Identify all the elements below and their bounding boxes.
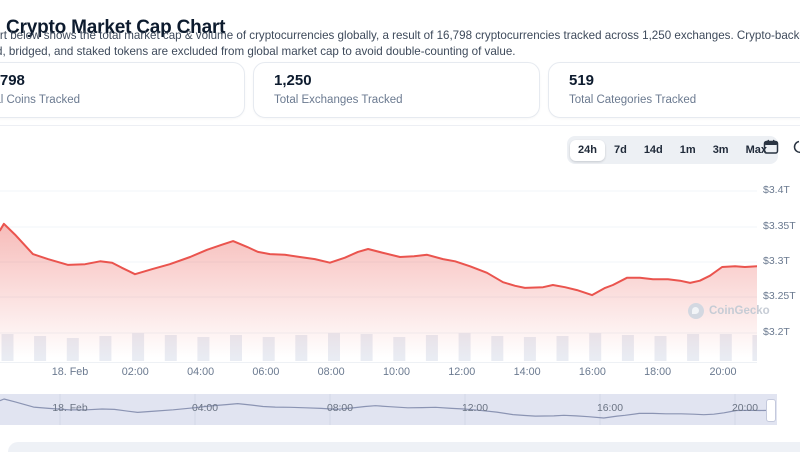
stat-value-exchanges: 1,250 [274, 72, 312, 89]
stat-value-coins: 16,798 [0, 72, 25, 89]
x-axis-labels: 18. Feb 02:00 04:00 06:00 08:00 10:00 12:00 14:… [0, 366, 757, 380]
next-section-top-edge [8, 442, 800, 452]
x-axis-line [0, 362, 757, 363]
y-axis-label: $3.2T [763, 326, 790, 338]
section-divider [0, 125, 800, 126]
x-axis-label: 14:00 [513, 366, 541, 378]
expand-button[interactable] [791, 139, 800, 157]
calendar-icon [763, 139, 779, 158]
x-axis-label: 02:00 [121, 366, 149, 378]
y-axis-label: $3.3T [763, 255, 790, 267]
navigator-resize-handle[interactable] [766, 399, 776, 422]
x-axis-label: 12:00 [448, 366, 476, 378]
range-button-7d[interactable]: 7d [606, 140, 635, 161]
market-cap-line [0, 222, 757, 297]
x-axis-label: 18:00 [644, 366, 672, 378]
stat-label-exchanges: Total Exchanges Tracked [274, 94, 403, 106]
time-range-control: 24h 7d 14d 1m 3m Max [567, 136, 778, 164]
page-description-line2: wrapped, bridged, and staked tokens are … [0, 45, 516, 58]
expand-icon [792, 140, 800, 158]
market-cap-chart[interactable] [0, 172, 757, 362]
range-button-1m[interactable]: 1m [672, 140, 704, 161]
stat-value-categories: 519 [569, 72, 595, 89]
x-axis-label: 04:00 [187, 366, 215, 378]
page-description-line1: The chart below shows the total market c… [0, 29, 800, 42]
y-axis-label: $3.25T [763, 290, 796, 302]
range-button-14d[interactable]: 14d [636, 140, 671, 161]
chart-navigator[interactable]: 18. Feb 04:00 08:00 12:00 16:00 20:00 [0, 394, 777, 425]
x-axis-label: 06:00 [252, 366, 280, 378]
x-axis-label: 16:00 [578, 366, 606, 378]
range-button-3m[interactable]: 3m [705, 140, 737, 161]
y-axis-label: $3.4T [763, 184, 790, 196]
x-axis-label: 10:00 [382, 366, 411, 378]
range-button-max[interactable]: Max [738, 140, 775, 161]
page-title: Total Crypto Market Cap Chart [0, 16, 226, 38]
calendar-button[interactable] [762, 139, 780, 157]
stat-label-coins: Total Coins Tracked [0, 94, 80, 106]
navigator-mini-chart [0, 394, 773, 425]
market-cap-chart-canvas[interactable] [0, 172, 757, 362]
range-button-24h[interactable]: 24h [570, 139, 605, 161]
market-cap-area-fill [0, 223, 757, 362]
x-axis-label: 20:00 [709, 366, 737, 378]
stat-card-categories: 519 Total Categories Tracked [548, 62, 800, 118]
x-axis-label: 08:00 [317, 366, 345, 378]
x-axis-label: 18. Feb [51, 366, 89, 378]
stat-card-exchanges: 1,250 Total Exchanges Tracked [253, 62, 540, 118]
stat-label-categories: Total Categories Tracked [569, 94, 697, 106]
stat-card-coins: 16,798 Total Coins Tracked [0, 62, 245, 118]
y-axis-label: $3.35T [763, 220, 796, 232]
